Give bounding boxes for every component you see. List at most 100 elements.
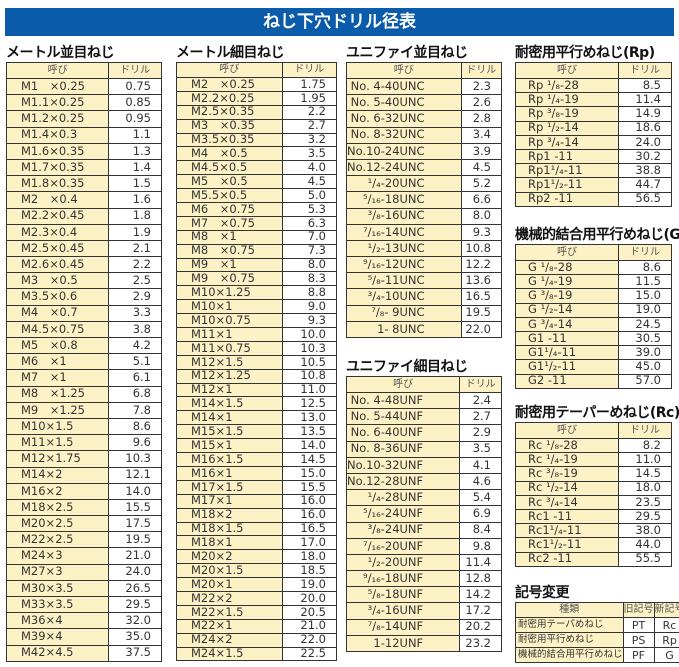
thread-size: M1.8×0.35 [5,175,110,193]
table-row: M14×1 13.0 [176,410,338,426]
drill-size: 4.5 [460,158,503,177]
table-row: M24×3 21.0 [5,547,162,565]
thread-size: M6 ×0.75 [176,202,283,217]
thread-size: M42×4.5 [5,644,110,662]
thread-size: M12×1.25 [176,368,283,384]
thread-size: M12×1.5 [176,354,283,370]
drill-size: 30.5 [617,330,673,347]
table-row: ¹/₄-20UNC 5.2 [346,175,503,193]
table-section-rp: 耐密用平行めねじ(Rp) 呼び ドリル Rp ¹/₈-28 8.5 Rp ¹/₄-19 11… [515,44,673,207]
thread-size: M1.7×0.35 [5,158,110,177]
drill-size: 19.5 [460,304,503,322]
thread-size: M1.6×0.35 [5,142,110,160]
drill-size: 24.0 [108,563,162,581]
table-row: M16×1 15.0 [176,465,338,481]
table-row: ⁵/₁₆-24UNF 6.9 [345,505,502,523]
thread-size: M2.2×0.25 [176,90,283,106]
drill-size: 1.1 [108,126,162,144]
table-row: M10×1.5 8.6 [5,417,162,436]
thread-size: M22×2 [176,590,283,606]
drill-size: 4.0 [281,160,338,176]
thread-size: Rc1¹/₄-11 [515,523,619,539]
table-header: 呼び ドリル [345,376,502,393]
drill-size: 2.7 [281,118,338,134]
thread-size: Rp1¹/₂-11 [515,177,619,193]
section-title: ユニファイ細目ねじ [346,359,468,375]
drill-size: 14.0 [108,482,162,500]
thread-size: M30×3.5 [5,579,110,598]
table-row: No. 4-48UNF 2.4 [345,391,502,410]
thread-size: Rp ³/₈-19 [515,106,619,122]
table-row: M20×1.5 18.5 [176,563,338,579]
drill-size: 6.6 [460,191,503,209]
thread-type: 耐密用テーパめねじ [515,617,624,633]
thread-size: Rc ³/₈-19 [515,466,619,482]
table-row: M4.5×0.75 3.8 [5,320,162,339]
thread-size: 1- 8UNC [346,320,462,339]
thread-size: Rc2 -11 [515,551,619,567]
table-row: Rc ¹/₈-28 8.2 [515,437,673,454]
symbol-header: 新記号 [653,602,679,618]
thread-size: No. 8-32UNC [346,126,462,144]
table-row: M8 ×1 7.0 [176,229,338,245]
drill-size: 7.3 [281,243,338,259]
table-row: Rp1¹/₂-11 44.7 [515,177,673,193]
drill-table: 呼び ドリル M1 ×0.25 0.75 M1.1×0.25 0.85 M1.2×0.25 0… [5,62,162,662]
drill-size: 55.5 [617,551,673,567]
table-row: M2.2×0.45 1.8 [5,207,162,225]
table-row: M36×4 32.0 [5,612,162,630]
drill-size: 23.2 [459,634,502,653]
header-name: 呼び [345,376,461,393]
drill-size: 4.1 [459,456,502,474]
drill-size: 2.7 [459,408,502,426]
table-row: M9 ×1 8.0 [176,257,338,273]
drill-size: 1.8 [108,207,162,225]
drill-size: 6.9 [459,505,502,523]
thread-size: No. 6-32UNC [346,110,462,128]
drill-size: 2.3 [460,77,503,96]
drill-size: 2.9 [459,424,502,442]
symbol-table: 種類旧記号新記号耐密用テーパめねじPTRc耐密用平行めねじPSRp機械的結合用平… [515,602,679,663]
table-row: No. 8-36UNF 3.5 [345,440,502,458]
thread-size: M18×1 [176,535,283,551]
old-symbol: PS [622,632,655,648]
table-row: M17×1 16.0 [176,493,338,509]
table-row: Rc ¹/₂-14 18.0 [515,480,673,496]
thread-size: M17×1 [176,493,283,509]
drill-size: 1.6 [108,191,162,209]
drill-size: 14.2 [459,586,502,604]
thread-size: M3.5×0.6 [5,288,110,306]
thread-size: M20×2 [176,549,283,565]
table-row: G ³/₄-14 24.5 [515,316,673,332]
thread-size: M20×1 [176,577,283,592]
table-section-metric-coarse: メートル並目ねじ 呼び ドリル M1 ×0.25 0.75 M1.1×0.25 0.85 M1… [5,44,162,662]
table-section-rc: 耐密用テーパーめねじ(Rc) 呼び ドリル Rc ¹/₈-28 8.2 Rc ¹/₄-19… [515,404,679,567]
table-row: M9 ×0.75 8.3 [176,271,338,287]
header-name: 呼び [515,62,619,79]
table-header: 呼び ドリル [515,62,673,79]
thread-size: ¹/₄-28UNF [345,489,461,507]
table-row: ⁹/₁₆-18UNF 12.8 [345,570,502,588]
thread-size: Rp ¹/₄-19 [515,92,619,108]
drill-size: 17.2 [459,602,502,620]
table-row: M2 ×0.25 1.75 [176,77,338,92]
thread-size: G1¹/₂-11 [515,359,619,375]
drill-size: 2.2 [108,256,162,274]
table-row: M11×0.75 10.3 [176,340,338,356]
drill-size: 29.5 [108,595,162,614]
symbol-change-section: 記号変更種類旧記号新記号耐密用テーパめねじPTRc耐密用平行めねじPSRp機械的… [515,584,679,663]
thread-size: M14×1.5 [176,396,283,412]
drill-size: 24.0 [617,134,673,150]
table-row: No. 8-32UNC 3.4 [346,126,503,144]
table-row: M4 ×0.7 3.3 [5,304,162,322]
drill-size: 14.9 [617,106,673,122]
drill-table: 呼び ドリル Rp ¹/₈-28 8.5 Rp ¹/₄-19 11.4 Rp ³/₈-19 1… [515,62,673,207]
table-row: M2.2×0.25 1.95 [176,90,338,106]
header-name: 呼び [346,62,462,79]
thread-size: M3 ×0.5 [5,272,110,290]
table-row: ³/₄-10UNC 16.5 [346,288,503,306]
drill-size: 16.0 [281,507,338,523]
symbol-header: 種類 [515,602,624,618]
drill-size: 20.0 [281,590,338,606]
section-title: 機械的結合用平行めねじ(G) [515,227,679,243]
